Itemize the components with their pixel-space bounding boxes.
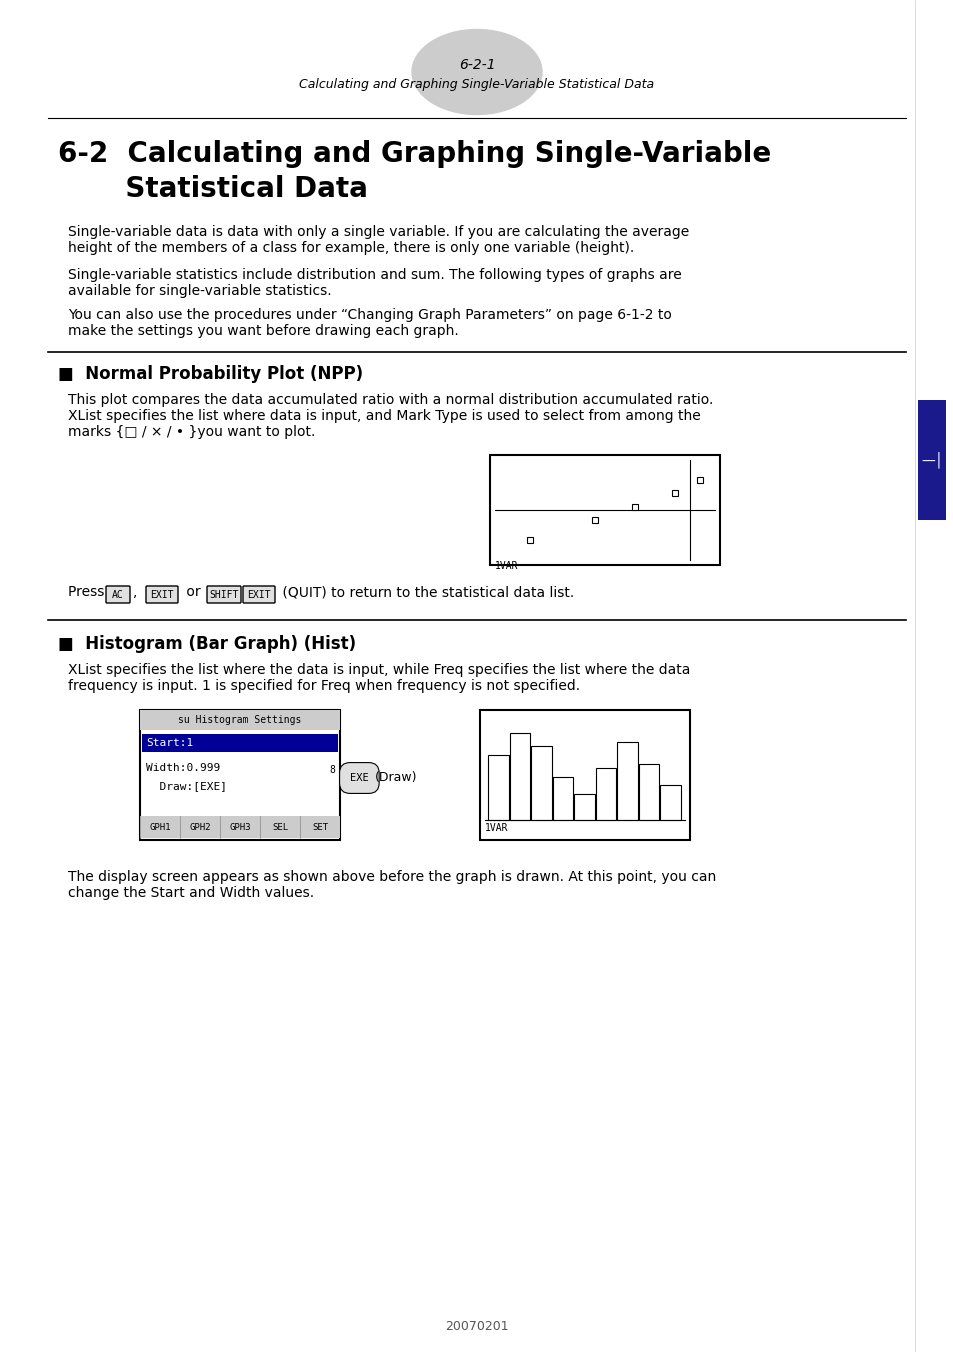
Text: Width:0.999: Width:0.999: [146, 763, 220, 773]
Text: Single-variable data is data with only a single variable. If you are calculating: Single-variable data is data with only a…: [68, 224, 688, 256]
Bar: [639, 764, 659, 821]
Bar: [488, 754, 508, 821]
Bar: [592, 516, 598, 523]
Text: 1VAR: 1VAR: [484, 823, 508, 833]
Text: 8: 8: [329, 765, 335, 775]
Bar: [617, 742, 638, 821]
Text: —│: —│: [920, 452, 943, 468]
Bar: [596, 768, 616, 821]
Text: AC: AC: [112, 589, 124, 599]
Bar: [140, 710, 339, 840]
Bar: [574, 794, 594, 821]
Text: You can also use the procedures under “Changing Graph Parameters” on page 6-1-2 : You can also use the procedures under “C…: [68, 308, 671, 338]
FancyBboxPatch shape: [243, 585, 274, 603]
Bar: [531, 746, 551, 821]
Text: Single-variable statistics include distribution and sum. The following types of : Single-variable statistics include distr…: [68, 268, 681, 299]
Text: (Draw): (Draw): [375, 772, 417, 784]
Bar: [631, 504, 638, 510]
Text: SEL: SEL: [272, 823, 288, 833]
Text: ■  Normal Probability Plot (NPP): ■ Normal Probability Plot (NPP): [58, 365, 363, 383]
Text: XList specifies the list where the data is input, while Freq specifies the list : XList specifies the list where the data …: [68, 662, 690, 694]
Bar: [490, 456, 720, 565]
Bar: [526, 537, 533, 544]
FancyBboxPatch shape: [146, 585, 178, 603]
Bar: [140, 710, 339, 730]
Text: ■  Histogram (Bar Graph) (Hist): ■ Histogram (Bar Graph) (Hist): [58, 635, 355, 653]
Text: or: or: [182, 585, 205, 599]
Text: SET: SET: [312, 823, 328, 833]
Text: The display screen appears as shown above before the graph is drawn. At this poi: The display screen appears as shown abov…: [68, 869, 716, 900]
Text: EXE: EXE: [350, 773, 369, 783]
Bar: [479, 710, 689, 840]
Bar: [697, 477, 702, 483]
FancyBboxPatch shape: [207, 585, 241, 603]
Text: Press: Press: [68, 585, 109, 599]
Text: Statistical Data: Statistical Data: [58, 174, 368, 203]
Text: GPH2: GPH2: [189, 823, 211, 833]
Text: 6-2  Calculating and Graphing Single-Variable: 6-2 Calculating and Graphing Single-Vari…: [58, 141, 770, 168]
FancyBboxPatch shape: [106, 585, 130, 603]
Text: SHIFT: SHIFT: [209, 589, 238, 599]
Text: GPH1: GPH1: [149, 823, 171, 833]
Bar: [659, 786, 680, 821]
Text: 6-2-1: 6-2-1: [458, 58, 495, 72]
Text: EXIT: EXIT: [247, 589, 271, 599]
Text: Start:1: Start:1: [146, 738, 193, 748]
Ellipse shape: [412, 30, 541, 115]
Bar: [142, 734, 337, 752]
Text: ⇒: ⇒: [354, 760, 372, 780]
Text: 1VAR: 1VAR: [495, 561, 518, 571]
Text: su Histogram Settings: su Histogram Settings: [178, 715, 301, 725]
Text: (QUIT) to return to the statistical data list.: (QUIT) to return to the statistical data…: [277, 585, 574, 599]
Text: 20070201: 20070201: [445, 1320, 508, 1333]
Bar: [509, 733, 530, 821]
Bar: [917, 400, 945, 521]
Text: Calculating and Graphing Single-Variable Statistical Data: Calculating and Graphing Single-Variable…: [299, 78, 654, 91]
Bar: [671, 489, 678, 496]
Bar: [552, 776, 573, 821]
Text: This plot compares the data accumulated ratio with a normal distribution accumul: This plot compares the data accumulated …: [68, 393, 713, 439]
Text: ,: ,: [132, 585, 146, 599]
Text: EXIT: EXIT: [150, 589, 173, 599]
Text: Draw:[EXE]: Draw:[EXE]: [146, 781, 227, 791]
Text: GPH3: GPH3: [229, 823, 251, 833]
Bar: [140, 817, 339, 838]
